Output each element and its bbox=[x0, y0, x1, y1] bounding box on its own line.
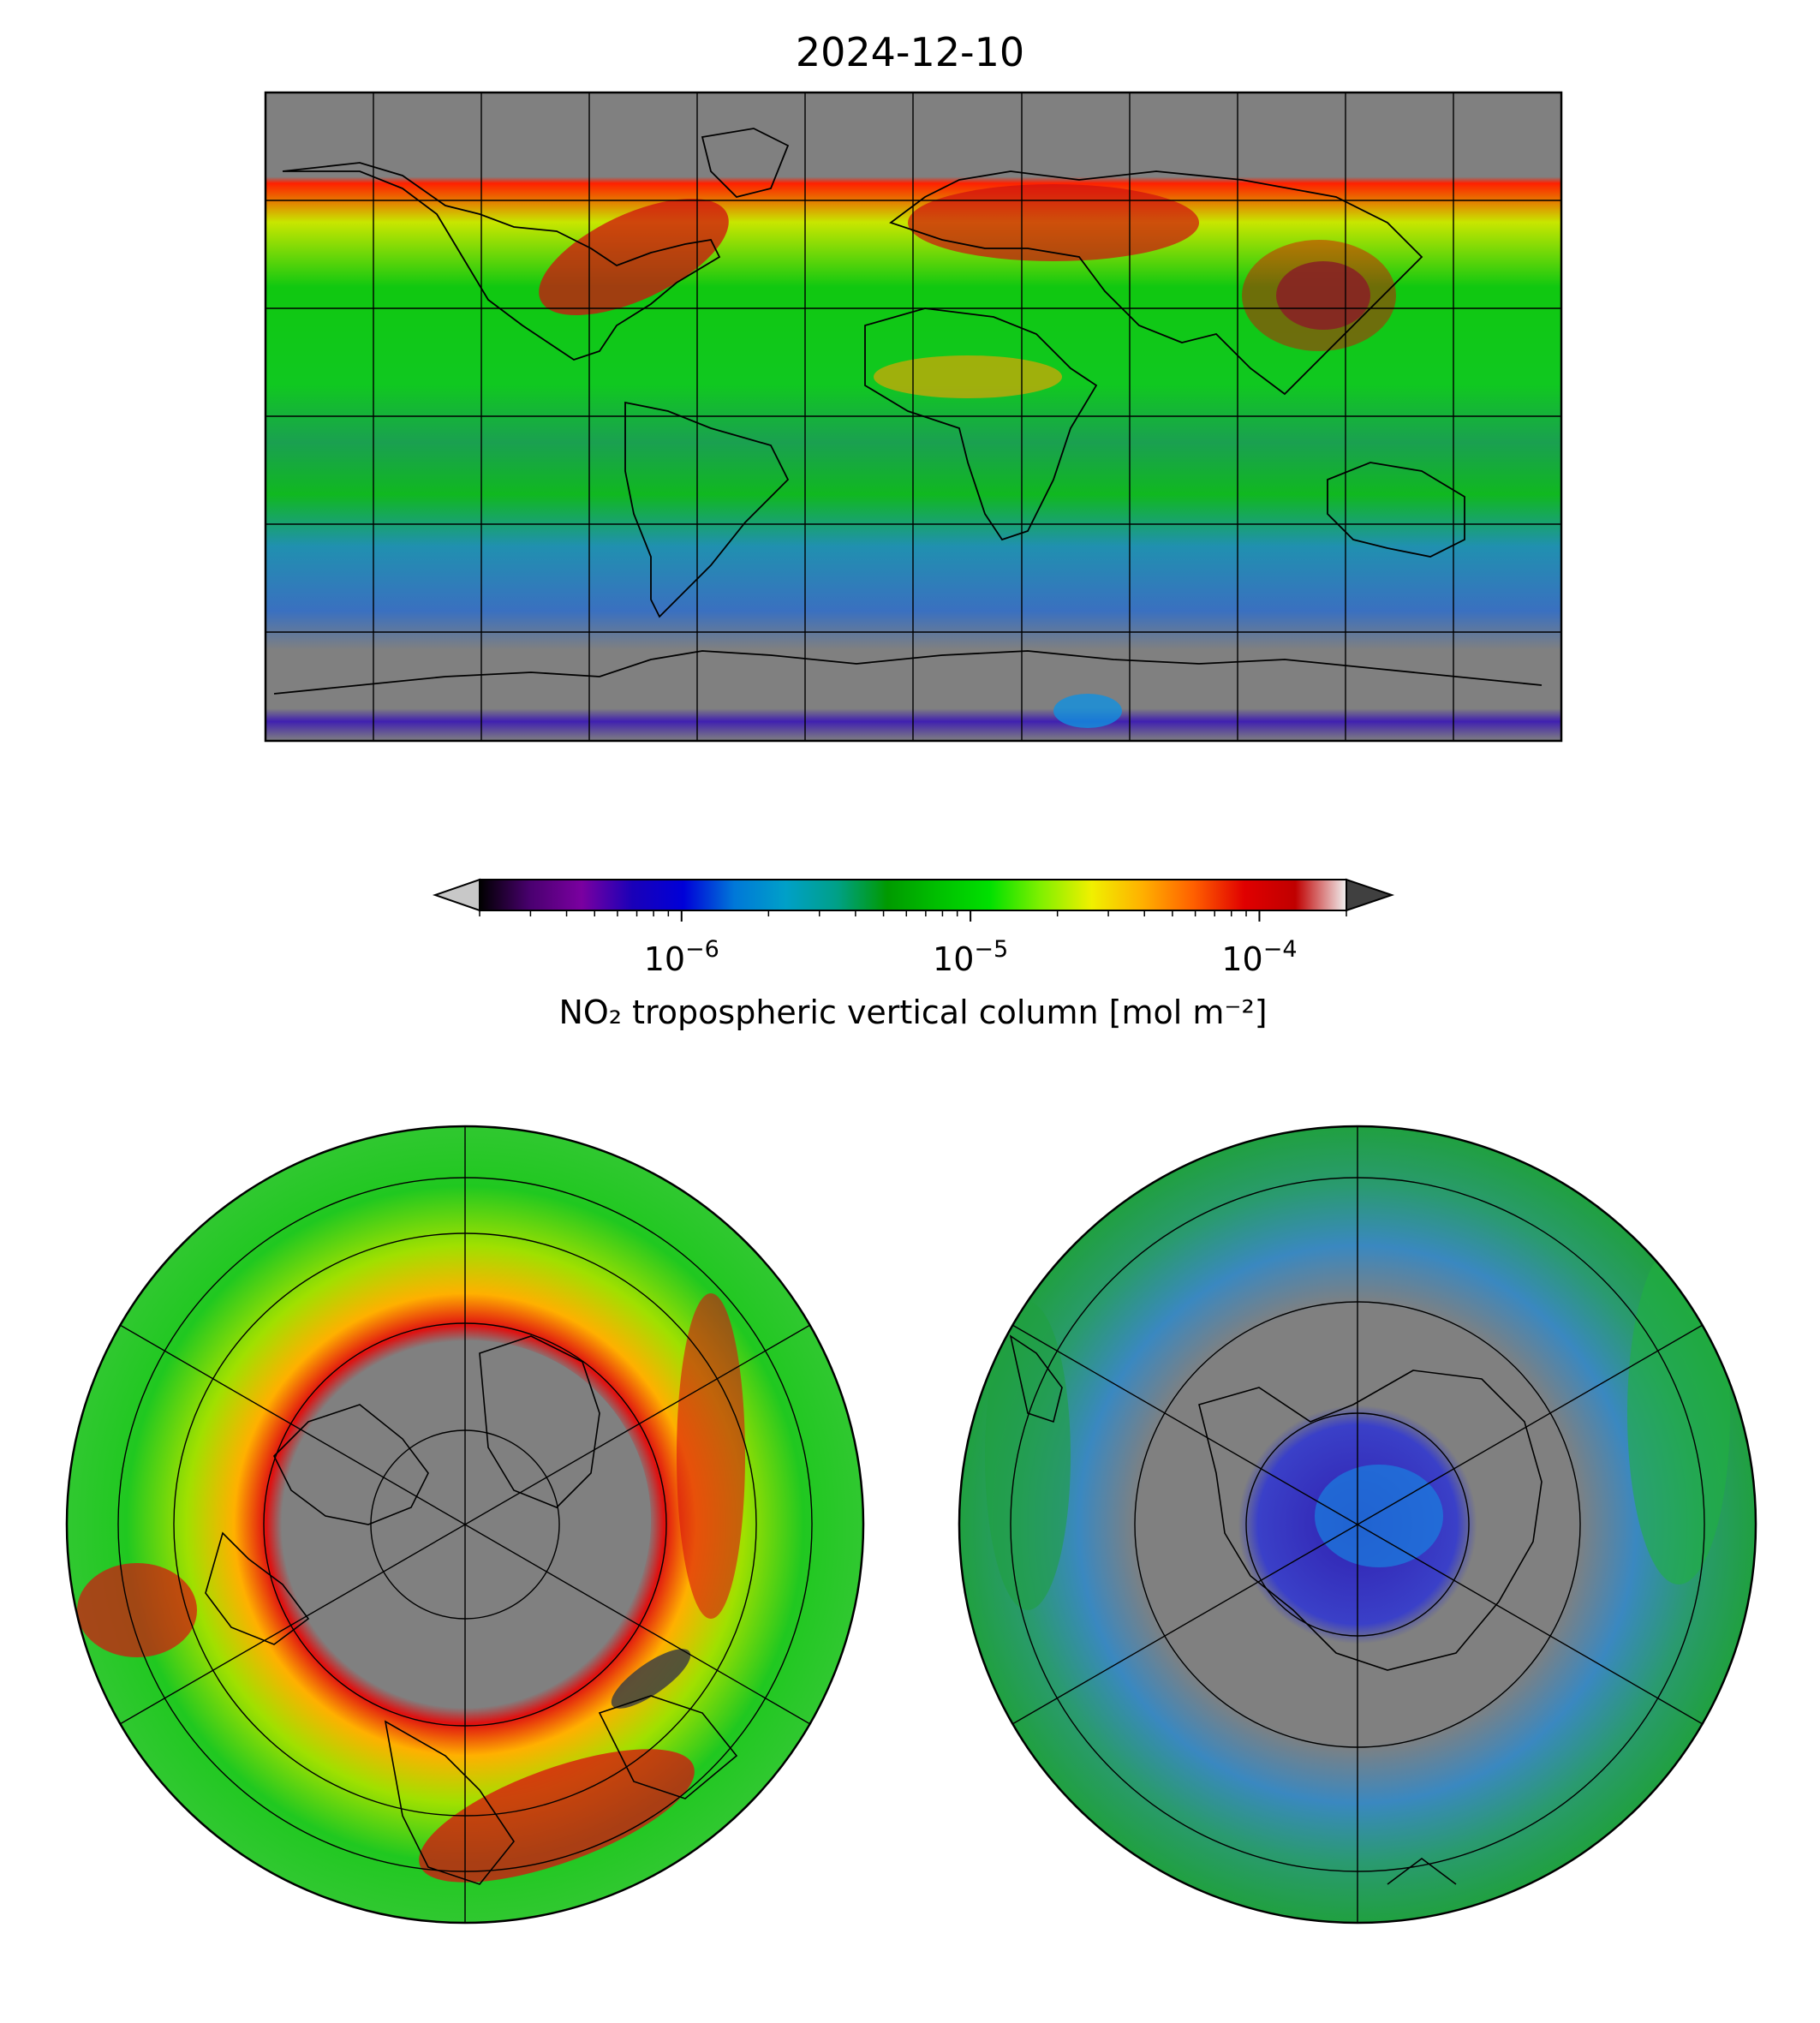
hotspot-china bbox=[1276, 261, 1370, 330]
coastline-north-america bbox=[282, 162, 721, 361]
hotspot-east-asia bbox=[1242, 240, 1396, 351]
coastline-antarctica bbox=[273, 650, 1543, 695]
coastline-australia bbox=[1327, 462, 1465, 558]
south-coastlines bbox=[1009, 1334, 1543, 1885]
south-polar-map bbox=[958, 1125, 1757, 1925]
colorbar-label: NO₂ tropospheric vertical column [mol m⁻… bbox=[558, 994, 1267, 1031]
colorbar-tick-label: 10−6 bbox=[644, 936, 719, 978]
north-polar-cap bbox=[291, 1340, 651, 1700]
north-coastlines bbox=[205, 1335, 738, 1885]
colorbar-minor-ticks bbox=[479, 910, 1347, 916]
south-green-west bbox=[985, 1302, 1071, 1610]
colorbar-tick-label: 10−5 bbox=[933, 936, 1008, 978]
south-graticule bbox=[1010, 1126, 1705, 1923]
colorbar: 10−6 10−5 10−4 NO₂ tropospheric vertical c… bbox=[432, 878, 1395, 1031]
colorbar-major-ticks bbox=[680, 910, 1261, 922]
hotspot-africa bbox=[874, 355, 1062, 398]
north-hotspot-dark bbox=[611, 1649, 691, 1709]
colorbar-under-extension bbox=[432, 878, 480, 912]
south-polar-blue bbox=[1315, 1465, 1443, 1567]
south-polar-frame bbox=[958, 1125, 1757, 1925]
global-gridlines bbox=[266, 92, 1561, 741]
coastline-greenland bbox=[701, 128, 790, 198]
north-hotspot-europe bbox=[419, 1749, 695, 1883]
colorbar-body bbox=[480, 880, 1346, 910]
north-polar-frame bbox=[65, 1125, 865, 1925]
colorbar-tick-label: 10−4 bbox=[1221, 936, 1297, 978]
colorbar-over-extension bbox=[1346, 878, 1395, 912]
hotspot-antarctic-blue bbox=[1053, 694, 1122, 728]
global-hotspots bbox=[539, 184, 1396, 728]
hotspot-north-america bbox=[539, 198, 729, 316]
global-map bbox=[264, 91, 1563, 743]
coastline-eurasia bbox=[889, 170, 1423, 396]
global-map-frame bbox=[264, 91, 1563, 743]
hotspot-europe bbox=[908, 184, 1199, 261]
coastline-africa bbox=[864, 307, 1098, 541]
colorbar-tick-labels: 10−6 10−5 10−4 bbox=[644, 936, 1298, 978]
colorbar-frame bbox=[479, 879, 1347, 911]
figure-title: 2024-12-10 bbox=[795, 29, 1025, 75]
south-green-east bbox=[1627, 1242, 1730, 1584]
north-hotspot-west bbox=[77, 1563, 197, 1657]
north-polar-map bbox=[65, 1125, 865, 1925]
north-hotspot-east bbox=[677, 1293, 745, 1619]
coastline-south-america bbox=[624, 401, 790, 618]
north-graticule bbox=[117, 1126, 813, 1923]
global-coastlines bbox=[273, 128, 1543, 695]
